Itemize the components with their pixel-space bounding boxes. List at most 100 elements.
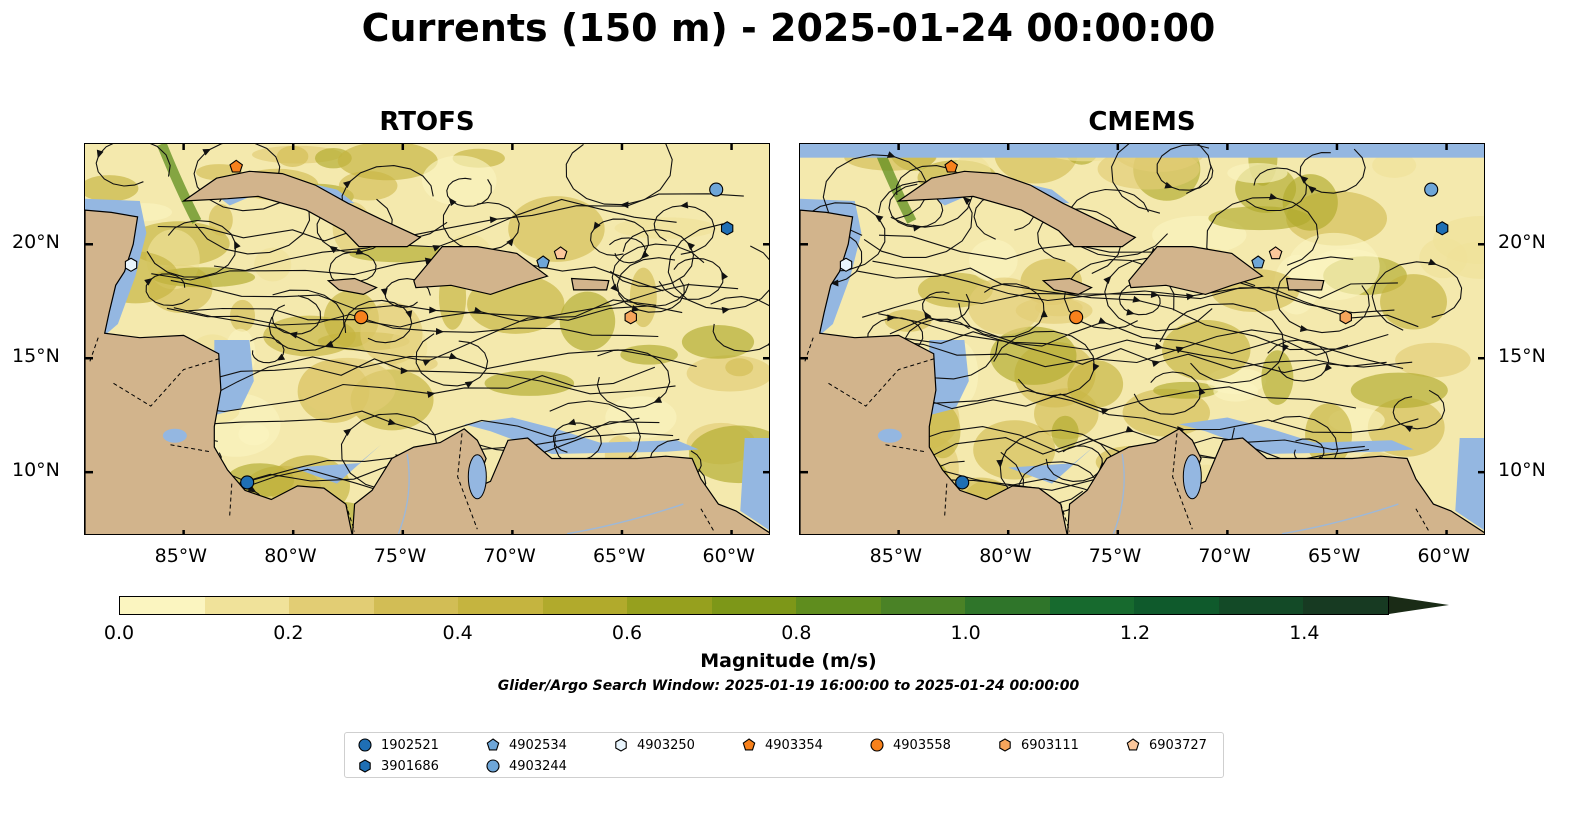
colorbar (119, 596, 1389, 615)
current-magnitude-patch (1208, 206, 1311, 231)
streamline (878, 313, 1387, 370)
streamline (653, 204, 716, 255)
streamline-arrow (1198, 386, 1206, 396)
streamline (890, 390, 1419, 434)
streamline (146, 219, 237, 278)
lake-maracaibo (467, 454, 487, 500)
streamline (151, 250, 664, 292)
current-magnitude-patch (1395, 342, 1471, 378)
land-hispaniola (413, 246, 549, 296)
streamline (157, 198, 677, 248)
map-panel-cmems (799, 143, 1485, 535)
float-marker-3901686-rtofs (720, 221, 734, 236)
current-magnitude-patch (681, 325, 755, 359)
streamline (1111, 144, 1212, 214)
colorbar-tick-label: 0.6 (611, 622, 643, 644)
streamline-arrow (422, 359, 432, 366)
legend-item: 4903354 (741, 737, 823, 753)
streamline-arrow (1040, 309, 1048, 318)
current-magnitude-patch (1380, 274, 1447, 330)
streamline-arrow (1269, 193, 1278, 200)
current-magnitude-patch (686, 355, 769, 392)
map-panel-rtofs (84, 143, 770, 535)
legend-item: 4903244 (485, 758, 567, 774)
streamline-arrow (1428, 258, 1437, 266)
colorbar-segment (458, 597, 543, 614)
float-marker-6903727-cmems (1268, 246, 1283, 260)
legend-item: 3901686 (357, 758, 439, 774)
streamline-arrow (342, 180, 352, 189)
streamline-arrow (380, 288, 388, 297)
colorbar-tick-label: 0.8 (781, 622, 812, 644)
streamline-arrow (962, 196, 972, 205)
streamline-arrow (830, 279, 839, 287)
streamline (268, 289, 345, 352)
streamline (271, 295, 322, 335)
colorbar-tick-label: 1.4 (1289, 622, 1320, 644)
streamline-arrow (1151, 360, 1161, 368)
streamline-arrow (679, 201, 689, 209)
legend-marker-4903354 (742, 738, 756, 751)
float-marker-6903727-rtofs (553, 246, 568, 260)
legend-marker-4903250 (615, 738, 627, 752)
current-magnitude-patch (1213, 380, 1259, 402)
streamline (859, 321, 1349, 356)
float-marker-4903558-rtofs (354, 310, 369, 325)
streamline-arrow (247, 485, 257, 493)
streamline-arrow (610, 283, 619, 292)
legend-marker-icon (870, 738, 884, 752)
streamline (667, 223, 769, 311)
legend-label: 3901686 (381, 758, 439, 774)
streamline-arrow (400, 367, 409, 375)
streamline (193, 144, 283, 212)
colorbar-label: Magnitude (m/s) (700, 650, 877, 672)
colorbar-segment (1134, 597, 1219, 614)
legend-marker-4903244 (486, 759, 500, 773)
legend-marker-3901686 (359, 759, 371, 773)
shallow-water (293, 444, 381, 484)
current-magnitude-patch (85, 175, 139, 202)
country-border (457, 433, 478, 530)
country-border (700, 508, 715, 532)
streamline-arrow (886, 151, 896, 158)
streamline-arrow (234, 240, 241, 250)
streamline (710, 296, 769, 353)
lon-tick-label: 70°W (1198, 545, 1251, 567)
streamline-arrow (721, 306, 731, 314)
map-svg-rtofs (85, 144, 769, 534)
streamline-arrow (1103, 275, 1112, 285)
legend-item: 4903250 (613, 737, 695, 753)
float-marker-4903250-cmems (839, 257, 853, 272)
streamline (862, 282, 1398, 318)
float-marker-3901686-cmems (1435, 221, 1449, 236)
current-magnitude-patch (1162, 320, 1251, 381)
float-marker-4902534-rtofs (536, 255, 550, 269)
streamline (858, 426, 1365, 453)
streamline-arrow (1150, 290, 1160, 298)
float-marker-4903354-rtofs (229, 159, 244, 173)
land-puerto-rico (570, 277, 610, 291)
streamline (874, 329, 1404, 370)
float-marker-4903558-cmems (1069, 310, 1084, 325)
float-marker-6903111-rtofs (624, 310, 637, 325)
colorbar-segment (120, 597, 205, 614)
streamline-arrow (593, 221, 601, 231)
colorbar-segment (204, 597, 290, 614)
country-border (1172, 433, 1193, 530)
streamline (565, 144, 673, 206)
streamline (146, 366, 656, 413)
current-magnitude-patch (254, 247, 292, 282)
legend: 1902521 3901686 4902534 4903244 4903250 49033… (344, 732, 1224, 778)
streamline (1371, 261, 1463, 331)
streamline-arrow (387, 418, 397, 426)
river (1112, 453, 1125, 534)
streamline-arrow (329, 245, 338, 254)
streamline-arrow (1186, 293, 1195, 301)
current-magnitude-patch (1067, 360, 1124, 408)
legend-marker-icon (999, 738, 1011, 752)
river (397, 453, 410, 534)
shallow-water (1179, 417, 1414, 454)
current-magnitude-patch (229, 299, 256, 332)
colorbar-tick-label: 1.2 (1119, 622, 1151, 644)
lat-tick-label-right: 20°N (1498, 231, 1546, 254)
